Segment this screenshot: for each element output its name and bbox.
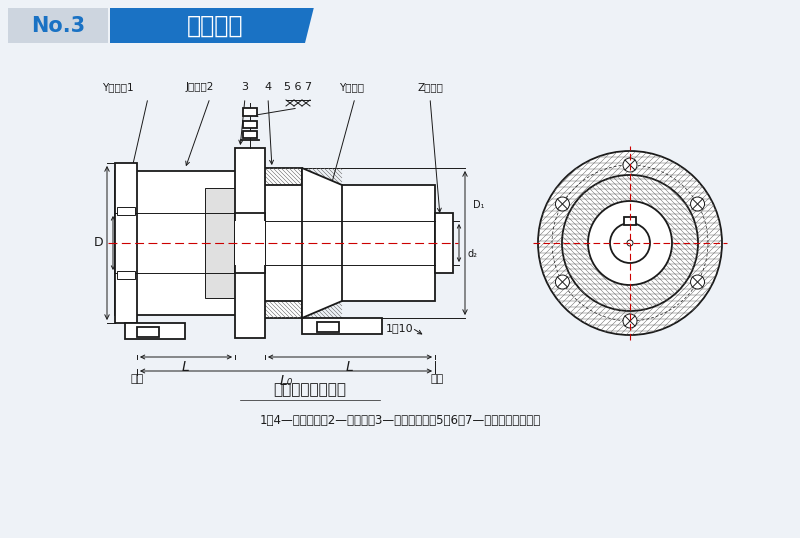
Polygon shape: [110, 8, 314, 43]
Text: 1：10: 1：10: [386, 323, 414, 333]
Text: d₂: d₂: [467, 249, 477, 259]
Bar: [624, 217, 636, 225]
Text: J型轴共2: J型轴共2: [186, 82, 214, 92]
Text: D₁: D₁: [473, 201, 485, 210]
Circle shape: [690, 197, 705, 211]
Text: No.3: No.3: [31, 16, 85, 36]
Text: d₁: d₁: [116, 253, 126, 263]
Text: 4: 4: [265, 82, 271, 92]
Text: Z型轴孔: Z型轴孔: [417, 82, 443, 92]
Bar: [262, 185, 435, 301]
Bar: [115, 171, 245, 315]
Bar: [243, 121, 257, 128]
Circle shape: [610, 223, 650, 263]
Bar: [137, 327, 159, 337]
Text: 3: 3: [242, 82, 249, 92]
Bar: [117, 271, 135, 279]
Circle shape: [623, 314, 637, 328]
Bar: [262, 168, 302, 318]
Text: Y型轴共1: Y型轴共1: [102, 82, 134, 92]
Bar: [235, 213, 265, 273]
Bar: [205, 188, 240, 298]
Text: L: L: [346, 360, 354, 374]
Text: 产品图纸: 产品图纸: [187, 13, 244, 38]
Bar: [235, 221, 265, 265]
Text: D: D: [94, 237, 104, 250]
Circle shape: [555, 275, 570, 289]
Bar: [125, 323, 185, 339]
Bar: [243, 131, 257, 138]
Polygon shape: [302, 168, 342, 318]
Text: 标志: 标志: [130, 374, 144, 384]
Bar: [117, 207, 135, 215]
Circle shape: [627, 240, 633, 246]
Text: Y型轴孔: Y型轴孔: [339, 82, 365, 92]
Bar: [317, 322, 339, 332]
Circle shape: [588, 201, 672, 285]
Bar: [8, 8, 108, 43]
Bar: [435, 213, 453, 273]
Bar: [302, 318, 382, 334]
Text: d₁: d₁: [116, 223, 126, 233]
Circle shape: [555, 197, 570, 211]
Circle shape: [562, 175, 698, 311]
Circle shape: [538, 151, 722, 335]
Text: 5 6 7: 5 6 7: [284, 82, 312, 92]
Text: 梅花形弹性联轴器: 梅花形弹性联轴器: [274, 383, 346, 398]
Text: 1、4—半联轴器；2—弹性件；3—法兰联接件；5、6、7—螺栓、螺母、垂圈: 1、4—半联轴器；2—弹性件；3—法兰联接件；5、6、7—螺栓、螺母、垂圈: [259, 414, 541, 427]
Bar: [115, 163, 137, 323]
Text: L: L: [182, 360, 190, 374]
Text: L₀: L₀: [279, 374, 293, 388]
Bar: [243, 108, 257, 116]
Circle shape: [623, 158, 637, 172]
Bar: [235, 148, 265, 338]
Text: 标志: 标志: [430, 374, 444, 384]
Circle shape: [690, 275, 705, 289]
